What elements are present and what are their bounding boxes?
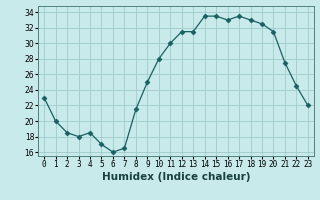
- X-axis label: Humidex (Indice chaleur): Humidex (Indice chaleur): [102, 172, 250, 182]
